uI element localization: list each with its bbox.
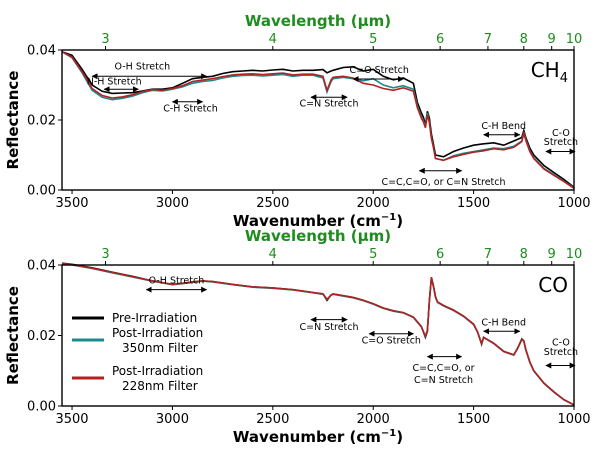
top-tick-label: 3 [101, 32, 109, 47]
annotation-label: Stretch [544, 137, 578, 148]
x-axis-title: Wavenumber (cm−1) [233, 212, 403, 230]
top-tick-label: 10 [566, 247, 583, 262]
top-tick-label: 10 [566, 32, 583, 47]
legend-label: 228nm Filter [122, 379, 198, 393]
ch4-panel: 3500 3000 2500 2000 1500 1000 0.00 0.02 0.04 3 4 5 6… [4, 12, 591, 230]
y-axis-title: Reflectance [4, 286, 22, 385]
top-tick-label: 4 [269, 32, 277, 47]
x-tick-label: 1000 [557, 196, 590, 211]
top-axis-title: Wavelength (µm) [245, 227, 391, 245]
top-tick-label: 8 [520, 247, 528, 262]
annotation-label: C=N Stretch [300, 99, 359, 110]
panel-label: CH4 [531, 58, 568, 86]
y-tick-label: 0.00 [27, 184, 56, 199]
annotation-label: C-H Bend [481, 121, 526, 132]
annotation-label: C-H Stretch [163, 103, 218, 114]
legend-label: Post-Irradiation [112, 326, 203, 340]
x-tick-label: 3500 [55, 412, 88, 427]
annotation-label: C-O [552, 128, 570, 139]
annotation-label: C=C,C=O, or C=N Stretch [381, 177, 505, 188]
top-tick-label: 9 [548, 32, 556, 47]
annotation-label: C=O Stretch [350, 65, 409, 76]
annotation-label: O-H Stretch [149, 275, 205, 286]
y-tick-label: 0.02 [27, 329, 56, 344]
top-tick-label: 7 [484, 32, 492, 47]
legend-label: Pre-Irradiation [112, 311, 197, 325]
top-tick-label: 4 [269, 247, 277, 262]
series-line-post228 [61, 262, 575, 406]
x-tick-label: 2500 [256, 412, 289, 427]
x-tick-label: 1000 [557, 412, 590, 427]
top-tick-label: 5 [369, 32, 377, 47]
series-line-pre [61, 51, 575, 188]
y-tick-label: 0.02 [27, 114, 56, 129]
annotation-label: Stretch [544, 347, 578, 358]
x-tick-label: 3000 [156, 196, 189, 211]
top-tick-label: 6 [436, 247, 444, 262]
x-tick-label: 2000 [357, 412, 390, 427]
y-tick-label: 0.00 [27, 400, 56, 415]
annotation-label: C=C,C=O, or [412, 363, 474, 374]
x-tick-label: 1500 [457, 196, 490, 211]
top-tick-label: 5 [369, 247, 377, 262]
co-panel: 3500 3000 2500 2000 1500 1000 0.00 0.02 0.04 3 4 5 6… [4, 227, 591, 446]
top-tick-label: 8 [520, 32, 528, 47]
panel-label: CO [538, 273, 568, 297]
annotation-label: C=N Stretch [300, 322, 359, 333]
x-tick-label: 3500 [55, 196, 88, 211]
y-tick-label: 0.04 [27, 44, 56, 59]
x-tick-label: 1500 [457, 412, 490, 427]
x-tick-label: 2500 [256, 196, 289, 211]
annotation-label: C-O [552, 337, 570, 348]
top-tick-label: 6 [436, 32, 444, 47]
x-axis-title: Wavenumber (cm−1) [233, 428, 403, 446]
annotation-label: C-H Bend [481, 318, 526, 329]
top-tick-label: 3 [101, 247, 109, 262]
annotation-label: C=O Stretch [362, 335, 421, 346]
y-axis-title: Reflectance [4, 71, 22, 170]
annotation-label: C=N Stretch [414, 375, 473, 386]
top-tick-label: 9 [548, 247, 556, 262]
x-tick-label: 2000 [357, 196, 390, 211]
y-tick-label: 0.04 [27, 259, 56, 274]
top-axis-title: Wavelength (µm) [245, 12, 391, 30]
x-tick-label: 3000 [156, 412, 189, 427]
annotation-label: O-H Stretch [115, 61, 171, 72]
annotation-label: N-H Stretch [87, 76, 142, 87]
top-tick-label: 7 [484, 247, 492, 262]
legend-label: 350nm Filter [122, 341, 198, 355]
legend-label: Post-Irradiation [112, 364, 203, 378]
